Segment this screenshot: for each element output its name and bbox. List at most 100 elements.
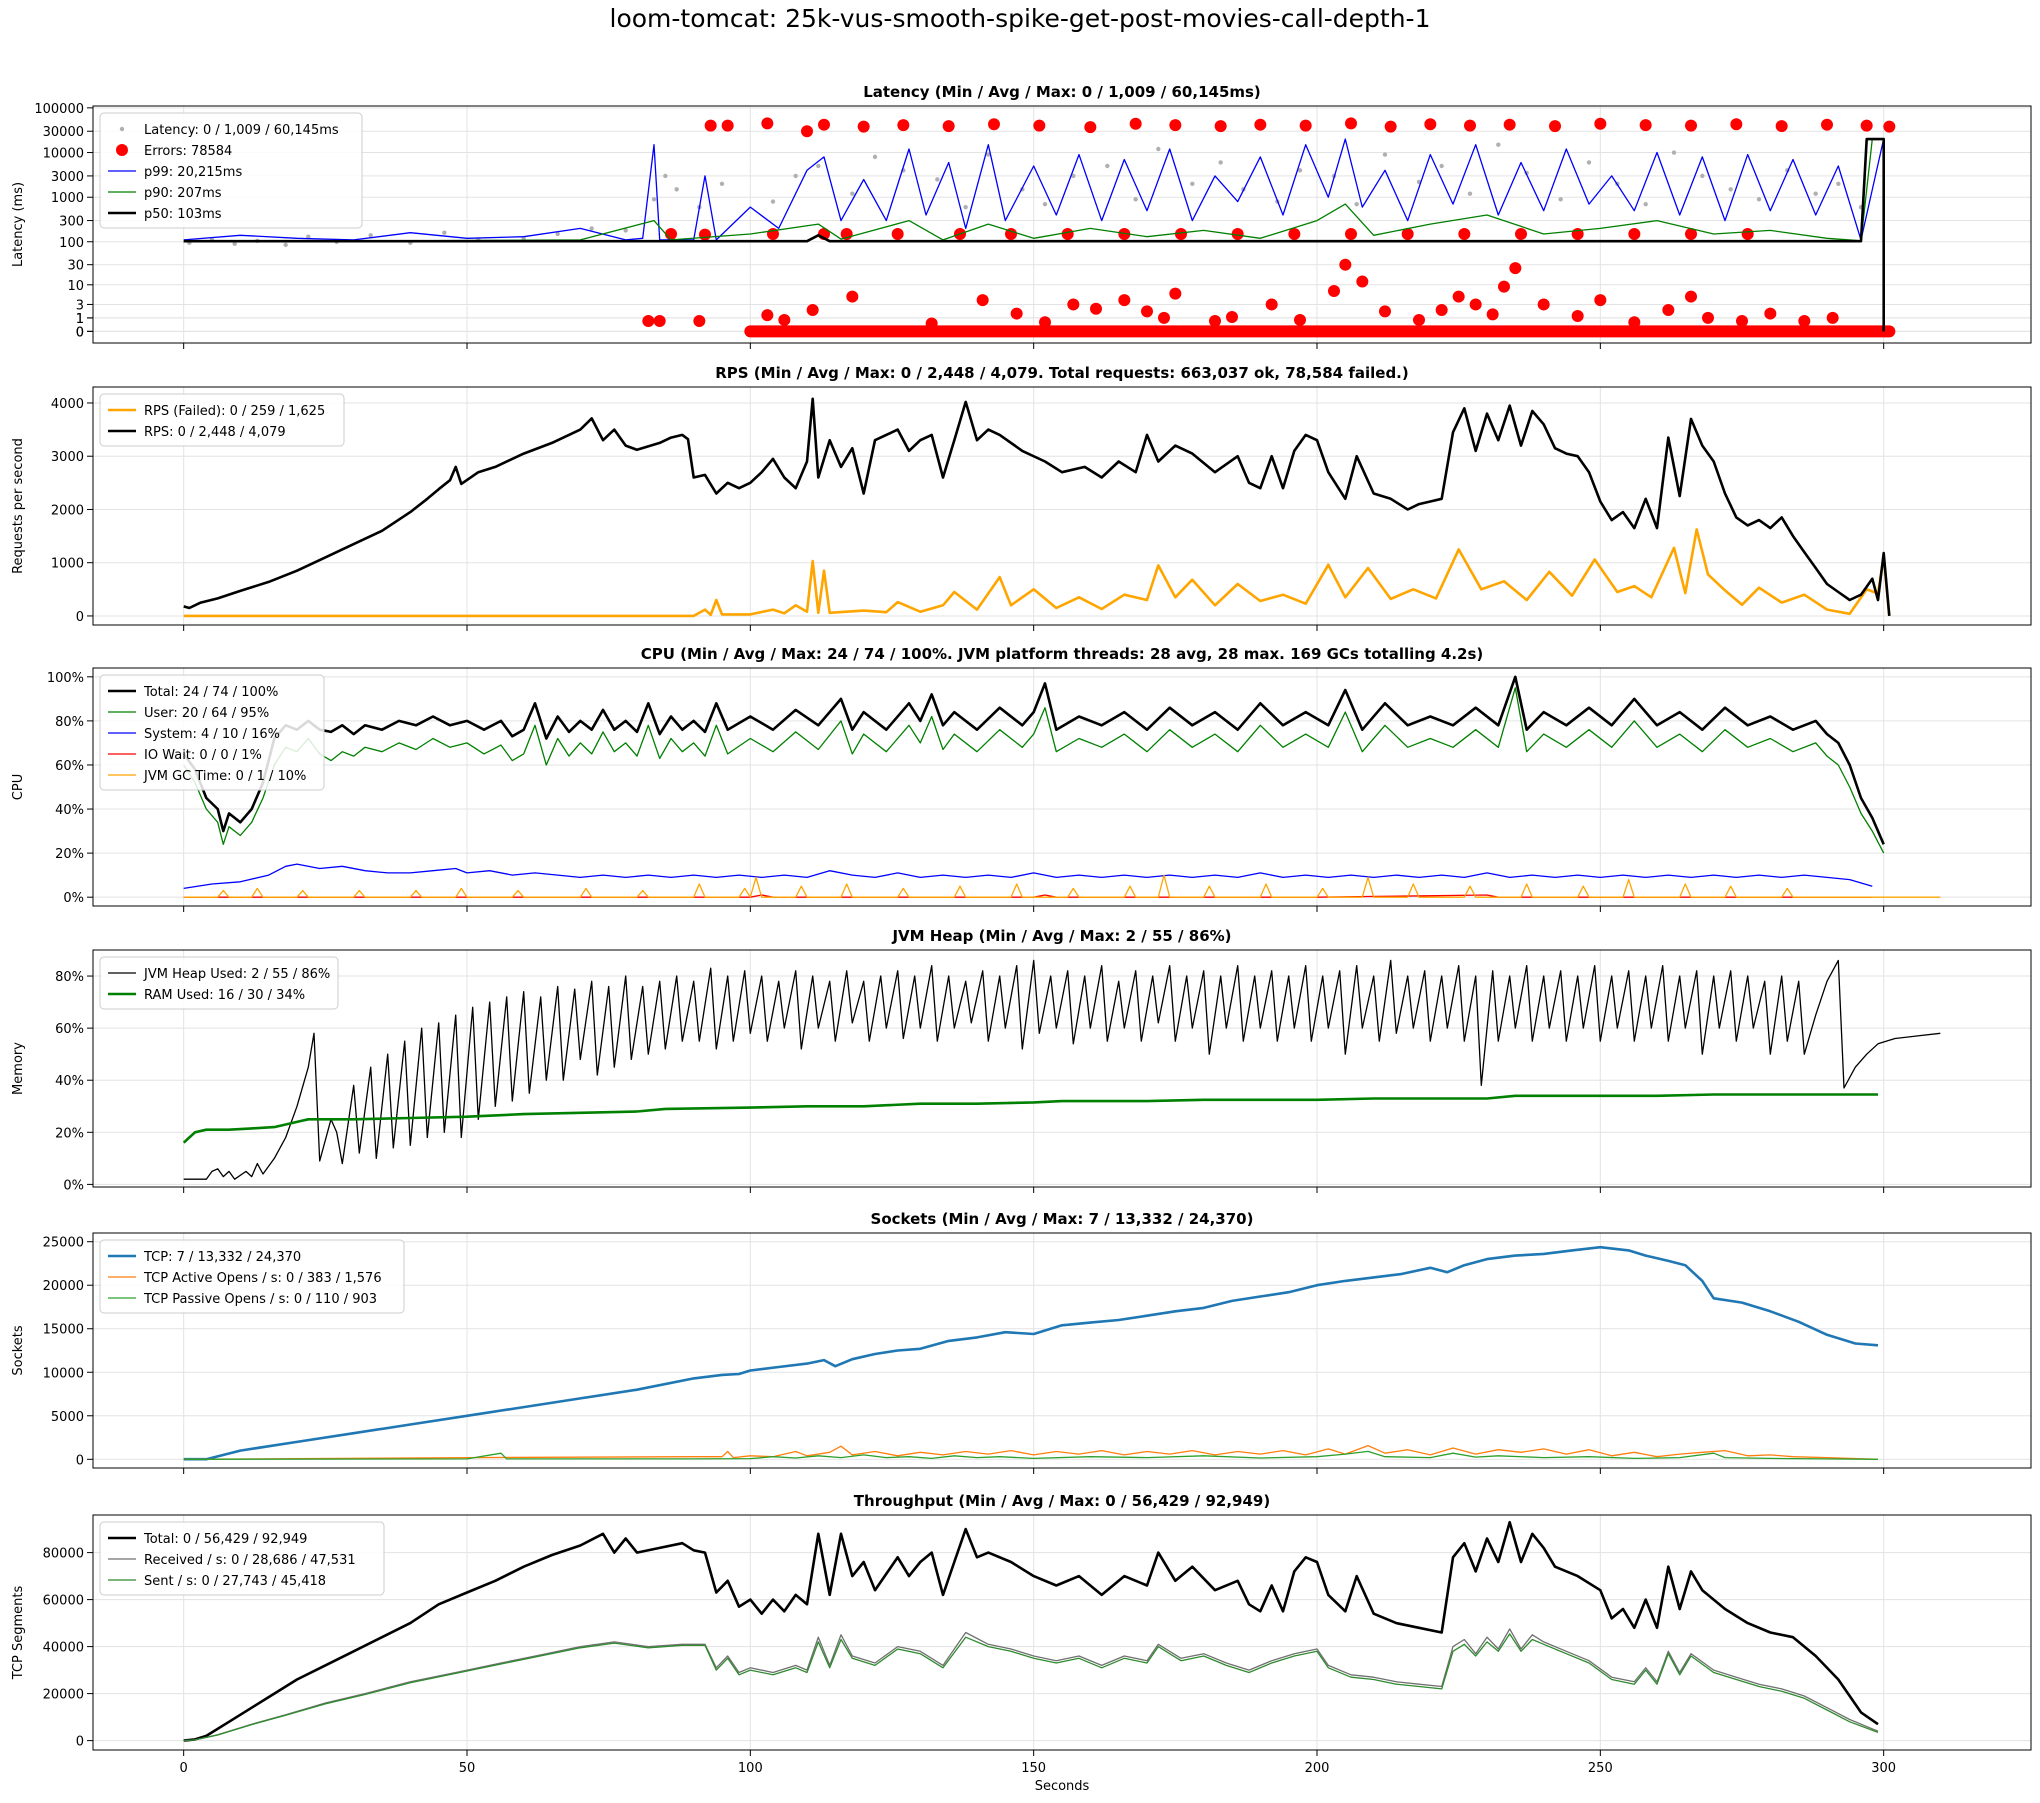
legend-label: JVM Heap Used: 2 / 55 / 86%: [143, 967, 330, 982]
legend-label: Latency: 0 / 1,009 / 60,145ms: [144, 123, 339, 138]
y-tick-label: 100: [59, 236, 84, 251]
error-point: [1033, 119, 1046, 132]
error-point: [1452, 290, 1465, 303]
x-tick-label: 0: [180, 1761, 188, 1776]
scatter-point: [793, 173, 798, 179]
legend-label: p90: 207ms: [144, 186, 222, 201]
scatter-point: [663, 173, 668, 179]
error-point: [1118, 294, 1131, 307]
legend: JVM Heap Used: 2 / 55 / 86% RAM Used: 16 …: [99, 956, 339, 1010]
scatter-point: [306, 234, 311, 239]
error-point: [1175, 227, 1187, 240]
error-point: [1826, 311, 1839, 324]
series-line: [183, 1444, 1879, 1460]
scatter-point: [986, 152, 991, 157]
y-tick-label: 80%: [55, 970, 84, 985]
legend-box: [99, 393, 345, 447]
legend-label: Errors: 78584: [144, 144, 232, 159]
error-point: [846, 290, 859, 303]
series-group: [183, 1245, 1879, 1461]
error-point: [721, 119, 734, 132]
series-line: [182, 675, 1885, 845]
scatter-point: [1728, 187, 1733, 192]
y-tick-label: 30: [67, 259, 84, 274]
scatter-point: [770, 199, 776, 204]
error-point: [1067, 298, 1080, 311]
error-point: [1129, 117, 1142, 130]
error-point: [1662, 304, 1675, 317]
legend: Total: 0 / 56,429 / 92,949 Received / s: …: [99, 1521, 385, 1596]
series-line: [183, 687, 1885, 854]
series-line: [183, 863, 1873, 890]
error-point: [1594, 294, 1607, 307]
error-point: [1141, 305, 1153, 318]
y-axis-label: Requests per second: [11, 438, 26, 574]
error-point: [1226, 310, 1238, 323]
axes-frame: [92, 386, 2032, 626]
scatter-point: [1558, 197, 1563, 202]
error-point: [1084, 121, 1097, 134]
error-point: [1356, 275, 1369, 288]
error-point: [1628, 227, 1641, 240]
legend-box: [99, 956, 339, 1010]
scatter-point: [1467, 191, 1473, 196]
y-tick-label: 0: [76, 325, 84, 340]
error-point: [1702, 311, 1714, 324]
y-tick-label: 3000: [51, 170, 84, 185]
error-point: [1061, 227, 1074, 240]
x-tick-label: 250: [1588, 1761, 1613, 1776]
error-point: [1464, 119, 1476, 132]
error-point: [1685, 227, 1697, 240]
x-tick-label: 50: [459, 1761, 476, 1776]
y-tick-label: 40000: [43, 1641, 84, 1656]
legend-label: User: 20 / 64 / 95%: [144, 706, 269, 721]
panel-title: Throughput (Min / Avg / Max: 0 / 56,429 …: [854, 1492, 1270, 1510]
error-point: [1628, 316, 1641, 329]
legend-label: System: 4 / 10 / 16%: [144, 727, 280, 742]
series-group: [182, 959, 1941, 1180]
error-point: [642, 315, 655, 328]
y-tick-label: 60000: [43, 1594, 84, 1609]
y-tick-label: 100000: [34, 102, 84, 117]
error-point: [1424, 118, 1437, 131]
error-point: [1345, 227, 1357, 240]
error-point: [1821, 118, 1833, 131]
scatter-point: [850, 191, 855, 196]
scatter-point: [1643, 201, 1648, 207]
series-line: [183, 959, 1941, 1180]
x-axis-label: Seconds: [1035, 1779, 1090, 1794]
y-tick-label: 30000: [43, 125, 84, 140]
series-line: [183, 1520, 1879, 1742]
error-point: [1469, 298, 1482, 311]
error-point: [1384, 120, 1397, 133]
error-point: [942, 120, 955, 133]
scatter-point: [651, 197, 657, 202]
y-tick-label: 0%: [63, 891, 84, 906]
error-point: [857, 120, 870, 133]
y-tick-label: 4000: [51, 397, 84, 412]
error-point: [1158, 311, 1170, 324]
y-tick-label: 100%: [47, 671, 84, 686]
error-point: [1214, 120, 1227, 133]
error-point: [1231, 227, 1244, 240]
y-tick-label: 1: [76, 312, 84, 327]
scatter-point: [1297, 168, 1303, 173]
error-point: [1339, 258, 1352, 271]
error-point: [1639, 119, 1652, 132]
y-tick-label: 0%: [63, 1178, 84, 1193]
error-point: [1571, 310, 1584, 323]
error-point: [1594, 117, 1607, 130]
error-point: [1685, 290, 1697, 303]
scatter-point: [442, 230, 447, 235]
y-tick-label: 0: [76, 1735, 84, 1750]
scatter-point: [1156, 146, 1161, 152]
legend-label: IO Wait: 0 / 0 / 1%: [144, 748, 262, 763]
error-point: [778, 313, 791, 326]
scatter-point: [1071, 173, 1076, 179]
legend-box: [99, 1521, 385, 1596]
scatter-point: [872, 154, 878, 160]
scatter-point: [232, 241, 237, 246]
error-point: [1401, 227, 1414, 240]
legend-label: Total: 0 / 56,429 / 92,949: [143, 1532, 307, 1547]
series-line: [183, 397, 1891, 617]
